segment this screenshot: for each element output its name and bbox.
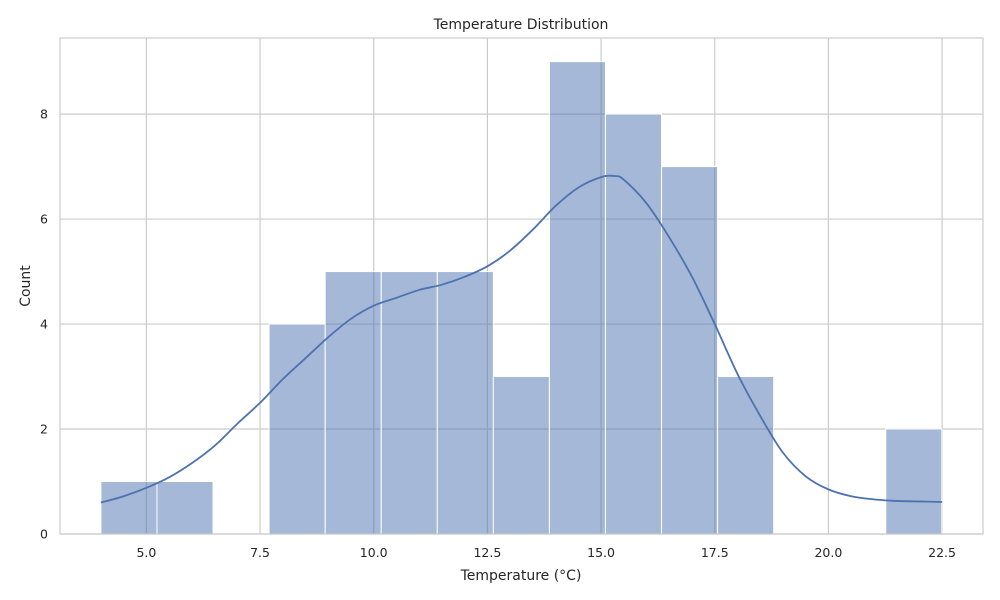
kde-curve (100, 174, 943, 504)
kde-curve-layer (100, 174, 943, 504)
histogram-bar (492, 376, 550, 535)
y-tick-label: 4 (40, 317, 48, 332)
x-tick-label: 5.0 (136, 545, 156, 560)
x-tick-label: 17.5 (701, 545, 729, 560)
histogram-bar (156, 481, 214, 535)
histogram-bars (100, 61, 943, 535)
y-axis-label: Count (18, 265, 34, 307)
histogram-bar (268, 323, 326, 535)
histogram-bar (717, 376, 775, 535)
x-tick-label: 12.5 (473, 545, 501, 560)
plot-border (59, 37, 984, 535)
histogram-bar (661, 166, 719, 535)
y-tick-label: 8 (40, 107, 48, 122)
chart-title: Temperature Distribution (433, 17, 609, 33)
plot-frame (59, 37, 984, 535)
histogram-bar (604, 113, 663, 535)
histogram-bar (885, 428, 943, 535)
histogram-bar (100, 481, 158, 535)
x-tick-label: 20.0 (814, 545, 842, 560)
histogram-bar (380, 271, 438, 535)
y-axis-ticks: 0 2 4 6 8 (40, 107, 48, 542)
y-tick-label: 2 (40, 422, 48, 437)
x-tick-label: 7.5 (250, 545, 270, 560)
y-tick-label: 0 (40, 527, 48, 542)
histogram-bar (436, 271, 494, 535)
y-tick-label: 6 (40, 212, 48, 227)
x-tick-label: 15.0 (587, 545, 615, 560)
x-axis-label: Temperature (°C) (460, 568, 582, 584)
histogram-bar (324, 271, 382, 535)
histogram-bar (548, 61, 606, 535)
x-tick-label: 22.5 (928, 545, 956, 560)
x-axis-ticks: 5.0 7.5 10.0 12.5 15.0 17.5 20.0 22.5 (136, 545, 956, 560)
x-tick-label: 10.0 (360, 545, 388, 560)
